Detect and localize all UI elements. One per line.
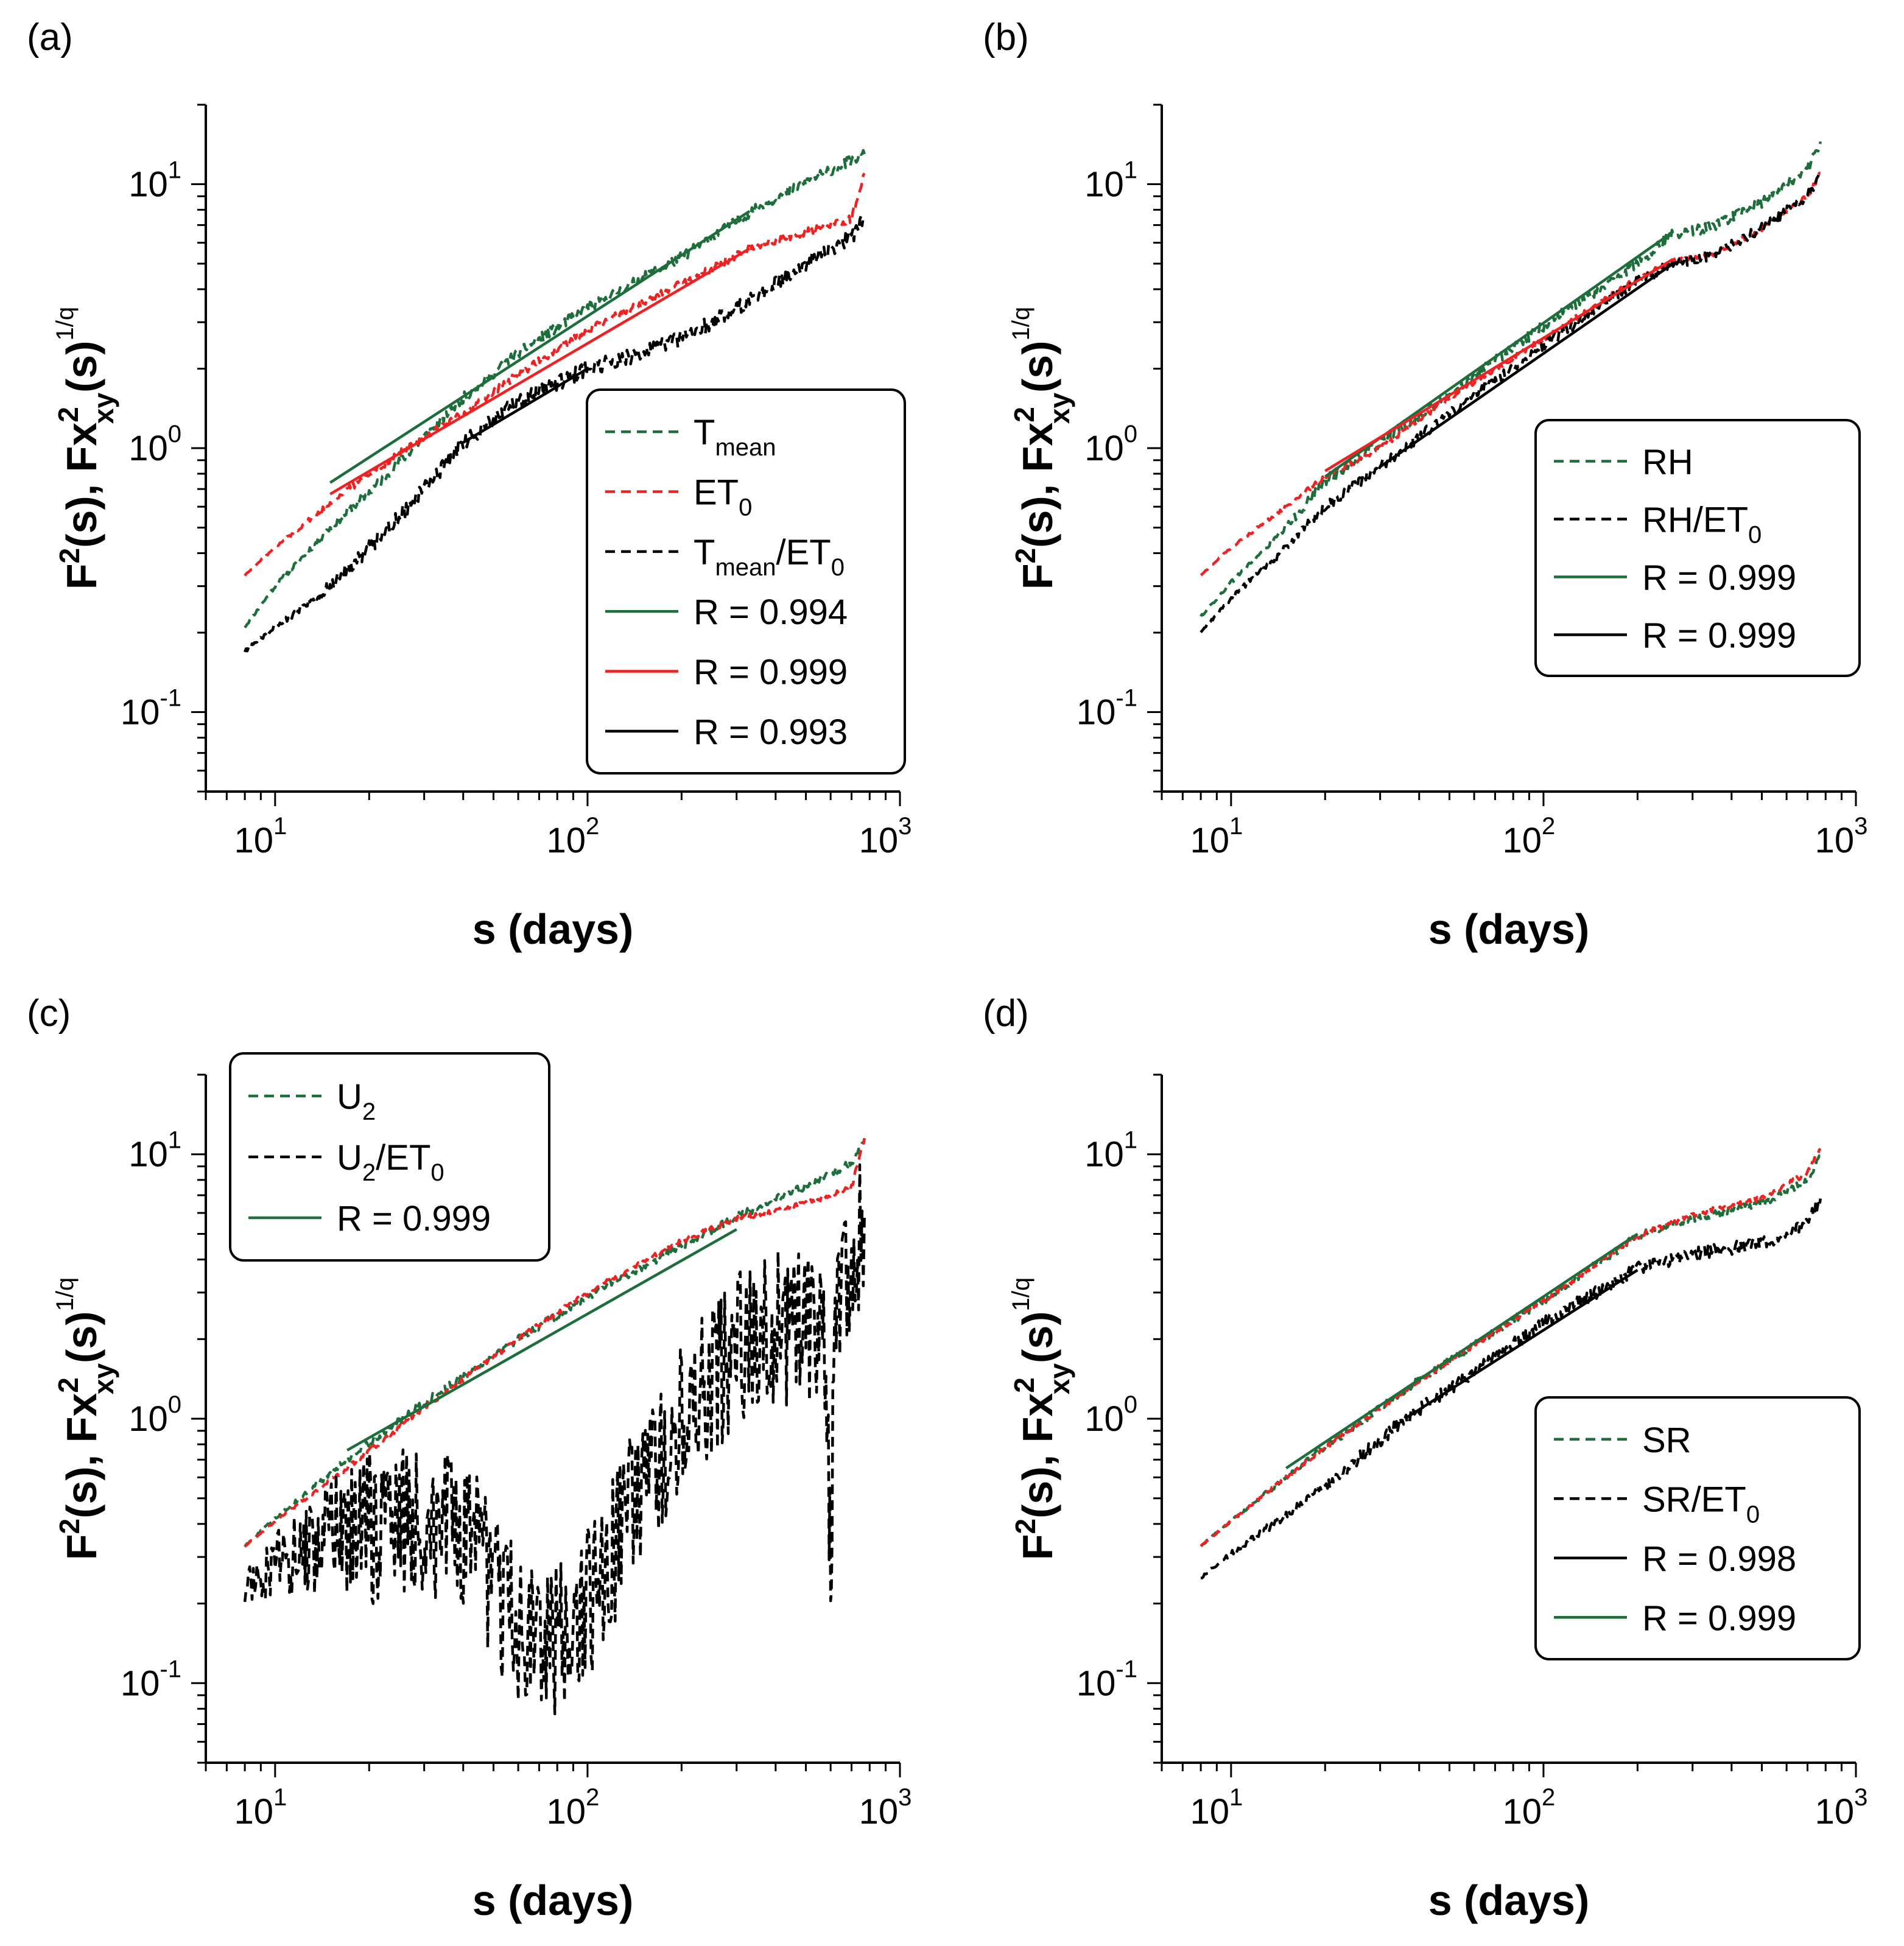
legend-box <box>229 1052 550 1262</box>
legend: SR SR/ET0 R = 0.998 R = 0.999 <box>1534 1396 1861 1660</box>
series-line-r-0-994 <box>329 210 751 484</box>
y-tick-label: 101 <box>128 1127 181 1175</box>
plot-area <box>243 149 866 653</box>
series-line-r-0-993 <box>462 367 589 444</box>
y-tick-label: 10-1 <box>121 685 181 732</box>
x-tick-label: 102 <box>547 813 600 860</box>
y-axis-title: F2(s), Fx2 xy(s)1/q <box>1008 307 1075 589</box>
x-tick-label: 103 <box>859 813 912 860</box>
legend-label: Tmean <box>694 413 776 461</box>
series-line-u-2-et-0 <box>243 1163 866 1715</box>
x-tick-label: 102 <box>1503 1784 1556 1832</box>
legend-label: RH/ET0 <box>1642 501 1762 549</box>
y-tick-label: 101 <box>128 156 181 204</box>
panel-b: (b) 101 102 103 10-1 100 101 s (days) F2(s), Fx2… <box>983 16 1867 953</box>
y-tick-label: 10-1 <box>121 1656 181 1703</box>
legend-label: SR/ET0 <box>1642 1480 1760 1528</box>
legend-box <box>1534 1396 1861 1660</box>
y-axis-title: F2(s), Fx2 xy(s)1/q <box>52 1277 119 1560</box>
series-line-r-0-999 <box>329 247 751 496</box>
y-tick-label: 100 <box>128 1391 181 1439</box>
series-line-r-0-999 <box>346 1228 737 1452</box>
panel-d: (d) 101 102 103 10-1 100 101 s (days) F2(s), Fx2… <box>983 992 1867 1924</box>
series-line-fit-et-0 <box>1324 258 1674 472</box>
series-line-et-0 <box>244 172 866 577</box>
legend-label: R = 0.998 <box>1642 1539 1796 1579</box>
series-line-rh-et-0 <box>1200 170 1822 633</box>
x-axis-title: s (days) <box>472 1877 634 1924</box>
panel-label: (a) <box>27 16 73 58</box>
legend-label: R = 0.999 <box>1642 558 1796 598</box>
x-tick-label: 101 <box>234 813 287 860</box>
x-tick-label: 102 <box>547 1784 600 1832</box>
x-axis-title: s (days) <box>472 905 634 953</box>
plot-area <box>1200 1147 1822 1580</box>
plot-area <box>243 1137 866 1715</box>
series-line-et-0 <box>244 1138 866 1548</box>
y-tick-label: 101 <box>1084 1127 1137 1175</box>
series-line-r-0-998 <box>1404 1268 1639 1420</box>
y-tick-label: 10-1 <box>1077 1656 1137 1703</box>
y-tick-label: 100 <box>1084 421 1137 468</box>
x-axis-title: s (days) <box>1428 1877 1590 1924</box>
series-line-rh <box>1200 141 1822 617</box>
legend-box <box>1534 419 1861 677</box>
series-line-et-0 <box>1200 172 1821 577</box>
x-tick-label: 102 <box>1503 813 1556 860</box>
x-tick-label: 101 <box>1190 813 1243 860</box>
panel-label: (d) <box>983 992 1029 1034</box>
series-line-et-0 <box>1200 1147 1822 1547</box>
panel-label: (c) <box>27 992 71 1034</box>
x-axis-title: s (days) <box>1428 905 1590 953</box>
panel-a: (a) 101 102 103 10-1 100 101 s (days) F2(s), Fx2… <box>27 16 912 953</box>
series-line-u-2 <box>244 1137 866 1548</box>
legend-box <box>586 388 906 775</box>
x-tick-label: 103 <box>1815 1784 1868 1832</box>
legend-label: R = 0.999 <box>1642 1598 1796 1638</box>
legend-label: R = 0.999 <box>1642 616 1796 656</box>
series-line-r-0-999 <box>1285 1232 1639 1470</box>
panel-label: (b) <box>983 16 1029 58</box>
y-tick-label: 101 <box>1084 156 1137 204</box>
legend: U2 U2/ET0 R = 0.999 <box>229 1052 550 1262</box>
y-axis-title: F2(s), Fx2 xy(s)1/q <box>52 307 119 589</box>
series-line-sr <box>1200 1154 1822 1548</box>
legend: RH RH/ET0 R = 0.999 R = 0.999 <box>1534 419 1861 677</box>
legend-label: U2/ET0 <box>337 1138 444 1186</box>
legend-label: R = 0.994 <box>694 592 848 632</box>
plot-area <box>1200 141 1822 633</box>
y-tick-label: 10-1 <box>1077 685 1137 732</box>
x-tick-label: 101 <box>1190 1784 1243 1832</box>
x-tick-label: 103 <box>1815 813 1868 860</box>
legend-label: RH <box>1642 443 1693 482</box>
y-tick-label: 100 <box>128 421 181 468</box>
legend-label: U2 <box>337 1077 376 1125</box>
legend: Tmean ET0 Tmean/ET0 R = 0.994 R = 0.999 R = 0… <box>586 388 906 775</box>
legend-label: SR <box>1642 1421 1691 1460</box>
series-line-r-0-999-rh-et0- <box>1379 262 1674 468</box>
series-line-t-mean-et-0 <box>243 214 866 653</box>
legend-label: R = 0.999 <box>337 1199 491 1238</box>
y-tick-label: 100 <box>1084 1391 1137 1439</box>
legend-label: R = 0.993 <box>694 712 848 752</box>
legend-label: Tmean/ET0 <box>694 533 845 581</box>
legend-label: R = 0.999 <box>694 653 848 692</box>
series-line-t-mean <box>244 149 866 629</box>
y-axis-title: F2(s), Fx2 xy(s)1/q <box>1008 1277 1075 1560</box>
x-tick-label: 101 <box>234 1784 287 1832</box>
legend-label: ET0 <box>694 473 752 521</box>
panel-c: (c) 101 102 103 10-1 100 101 s (days) F2(s), Fx2… <box>27 992 912 1924</box>
x-tick-label: 103 <box>859 1784 912 1832</box>
